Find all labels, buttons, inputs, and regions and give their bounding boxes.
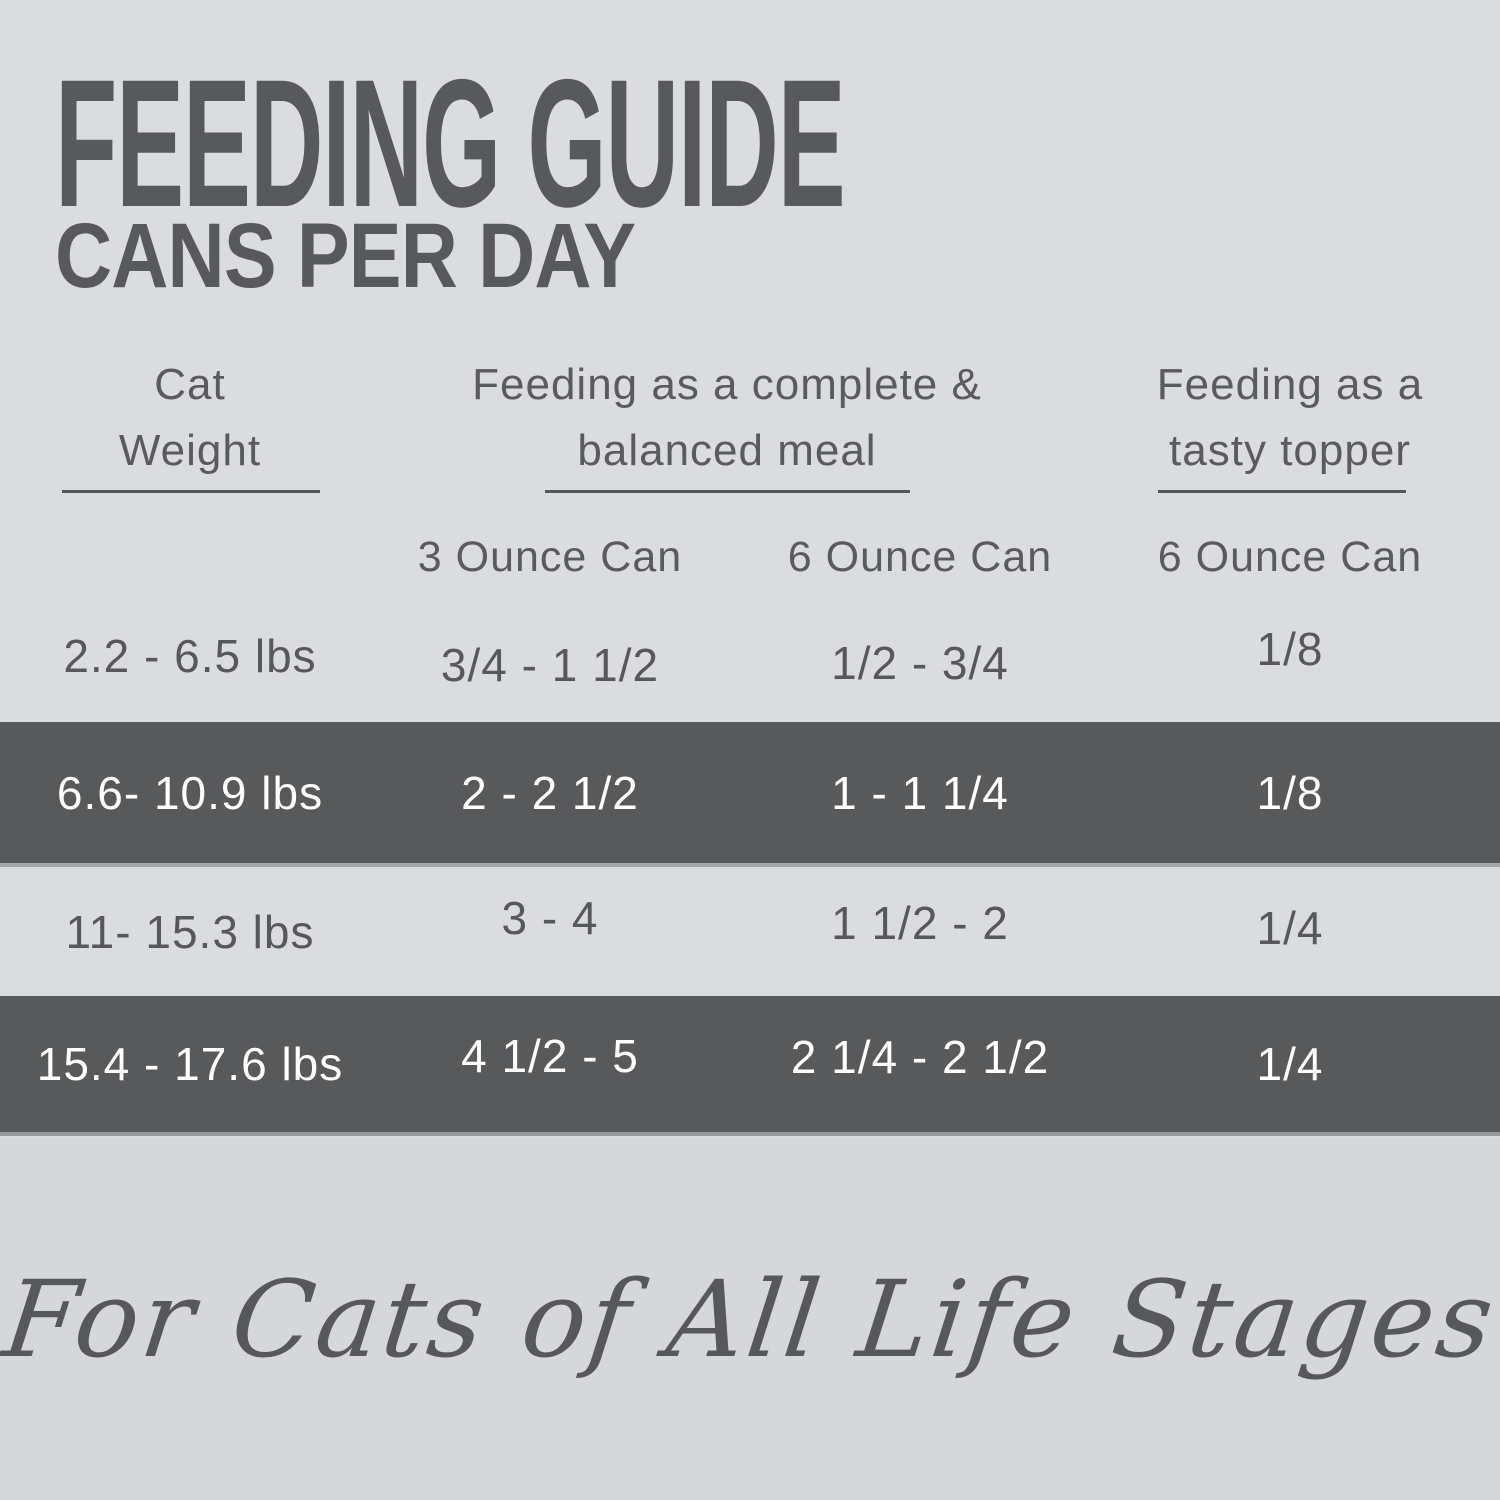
life-stages-tagline: For Cats of All Life Stages bbox=[0, 1258, 1500, 1381]
column-header-line: balanced meal bbox=[577, 426, 877, 475]
cell-complete-6oz: 2 1/4 - 2 1/2 bbox=[790, 1031, 1050, 1083]
column-header-tasty-topper: Feeding as a tasty topper bbox=[1120, 352, 1460, 484]
subheader-6oz-can: 6 Ounce Can bbox=[787, 532, 1053, 581]
column-header-cat-weight: Cat Weight bbox=[0, 352, 380, 484]
column-header-line: Cat bbox=[154, 360, 226, 409]
column-header-complete-meal: Feeding as a complete & balanced meal bbox=[357, 352, 1097, 484]
cell-complete-3oz: 3/4 - 1 1/2 bbox=[440, 639, 660, 691]
table-row: 2.2 - 6.5 lbs 3/4 - 1 1/2 1/2 - 3/4 1/8 bbox=[0, 623, 1500, 691]
column-header-line: Feeding as a bbox=[1156, 360, 1424, 409]
cell-weight: 15.4 - 17.6 lbs bbox=[36, 1038, 344, 1090]
cell-weight: 2.2 - 6.5 lbs bbox=[63, 630, 317, 682]
subheader-3oz-can: 3 Ounce Can bbox=[417, 532, 683, 581]
cell-topper-6oz: 1/4 bbox=[1256, 1038, 1324, 1090]
cell-complete-6oz: 1/2 - 3/4 bbox=[831, 637, 1009, 689]
cell-complete-3oz: 2 - 2 1/2 bbox=[461, 766, 639, 819]
table-subheader-row: 3 Ounce Can 6 Ounce Can 6 Ounce Can bbox=[0, 532, 1500, 582]
cell-weight: 6.6- 10.9 lbs bbox=[56, 766, 324, 819]
cell-topper-6oz: 1/8 bbox=[1256, 766, 1324, 819]
column-header-line: Weight bbox=[118, 426, 262, 475]
header-underline bbox=[62, 490, 320, 493]
table-row: 11- 15.3 lbs 3 - 4 1 1/2 - 2 1/4 bbox=[0, 892, 1500, 958]
cell-complete-6oz: 1 1/2 - 2 bbox=[831, 897, 1009, 949]
cell-topper-6oz: 1/4 bbox=[1256, 902, 1324, 954]
header-underline bbox=[545, 490, 910, 493]
cell-complete-6oz: 1 - 1 1/4 bbox=[831, 766, 1009, 819]
page-subtitle: CANS PER DAY bbox=[55, 205, 636, 307]
cell-complete-3oz: 3 - 4 bbox=[501, 892, 599, 944]
cell-topper-6oz: 1/8 bbox=[1256, 623, 1324, 675]
cell-weight: 11- 15.3 lbs bbox=[65, 906, 315, 958]
column-header-line: Feeding as a complete & bbox=[472, 360, 982, 409]
cell-complete-3oz: 4 1/2 - 5 bbox=[461, 1030, 639, 1082]
table-row-highlighted: 15.4 - 17.6 lbs 4 1/2 - 5 2 1/4 - 2 1/2 … bbox=[0, 996, 1500, 1132]
column-header-line: tasty topper bbox=[1169, 426, 1411, 475]
page-title: FEEDING GUIDE bbox=[55, 41, 846, 245]
header-underline bbox=[1158, 490, 1406, 493]
subheader-6oz-can-topper: 6 Ounce Can bbox=[1157, 532, 1423, 581]
table-row-highlighted: 6.6- 10.9 lbs 2 - 2 1/2 1 - 1 1/4 1/8 bbox=[0, 722, 1500, 863]
table-header-row: Cat Weight Feeding as a complete & balan… bbox=[0, 352, 1500, 484]
bottom-background-band bbox=[0, 1137, 1500, 1500]
